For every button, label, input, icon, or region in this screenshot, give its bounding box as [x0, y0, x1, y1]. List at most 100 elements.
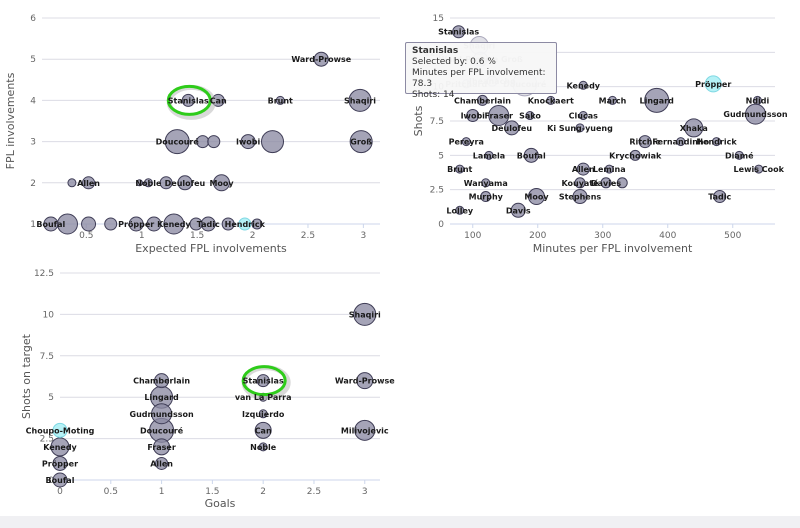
- chart2-bubble[interactable]: [477, 94, 488, 106]
- chart1-bubble[interactable]: [221, 217, 235, 231]
- chart2-bubble[interactable]: [481, 178, 491, 188]
- chart1-bubble[interactable]: [128, 216, 144, 232]
- chart2-bubble[interactable]: [713, 190, 727, 204]
- chart1-bubble[interactable]: [251, 218, 263, 230]
- chart1-bubble[interactable]: [189, 217, 203, 231]
- chart2-bubble[interactable]: [576, 162, 590, 176]
- chart2-point-label: Lingard: [640, 96, 675, 105]
- chart1-bubble[interactable]: [240, 134, 256, 150]
- chart3-bubble[interactable]: [154, 373, 170, 389]
- chart2-bubble[interactable]: [527, 188, 545, 206]
- chart2-bubble[interactable]: [461, 137, 471, 147]
- chart2-bubble[interactable]: [734, 150, 744, 160]
- chart3-bubble[interactable]: [151, 403, 173, 425]
- chart2-bubble[interactable]: [616, 177, 628, 189]
- chart1-point-label: Kenedy: [157, 220, 191, 229]
- chart1-bubble[interactable]: [348, 88, 372, 112]
- chart3-bubble[interactable]: [354, 419, 376, 441]
- chart1-bubble[interactable]: [82, 176, 96, 190]
- chart2-bubble[interactable]: [452, 25, 466, 39]
- chart3-point-label: Milivojevic: [341, 426, 389, 435]
- chart2-bubble[interactable]: [578, 111, 588, 121]
- chart3-bubble[interactable]: [50, 437, 70, 457]
- chart1-bubble[interactable]: [177, 175, 193, 191]
- chart2-point-label: Brunt: [447, 165, 472, 174]
- chart2-point-label: Murphy: [469, 193, 504, 202]
- chart2-bubble[interactable]: [484, 150, 494, 160]
- chart1-bubble[interactable]: [67, 178, 77, 188]
- chart2-point-label: Lemina: [593, 165, 626, 174]
- chart2-bubble[interactable]: [704, 75, 722, 93]
- chart1-bubble[interactable]: [164, 129, 190, 155]
- chart2-bubble[interactable]: [488, 105, 510, 127]
- chart1-bubble[interactable]: [261, 130, 285, 154]
- chart2-point-label: Davis: [506, 206, 531, 215]
- chart2-point-label: Wanyama: [464, 179, 508, 188]
- chart2-bubble[interactable]: [466, 109, 480, 123]
- chart2-bubble[interactable]: [546, 95, 556, 105]
- chart3-bubble[interactable]: [353, 302, 377, 326]
- chart2-bubble[interactable]: [629, 149, 641, 161]
- chart3-bubble[interactable]: [52, 472, 68, 488]
- chart2-bubble[interactable]: [676, 137, 686, 147]
- chart1-bubble[interactable]: [163, 213, 185, 235]
- chart2-point-label: Lamela: [473, 151, 505, 160]
- chart1-bubble[interactable]: [159, 176, 173, 190]
- chart2-bubble[interactable]: [574, 177, 586, 189]
- chart2-point-label: Chamberlain: [454, 96, 511, 105]
- chart2-bubble[interactable]: [572, 189, 588, 205]
- chart3-bubble[interactable]: [256, 374, 270, 388]
- chart1-bubble[interactable]: [104, 217, 118, 231]
- chart3-bubble[interactable]: [52, 455, 68, 471]
- chart1-bubble[interactable]: [275, 95, 285, 105]
- chart2-bubble[interactable]: [504, 120, 520, 136]
- chart1-bubble[interactable]: [238, 217, 252, 231]
- chart3-xtick-label: 0: [57, 487, 63, 497]
- chart1-bubble[interactable]: [181, 93, 195, 107]
- chart2-bubble[interactable]: [455, 205, 465, 215]
- chart1-bubble[interactable]: [43, 216, 59, 232]
- chart2-bubble[interactable]: [480, 191, 492, 203]
- chart2-bubble[interactable]: [510, 202, 526, 218]
- chart2-bubble[interactable]: [578, 80, 588, 90]
- chart1-bubble[interactable]: [349, 130, 373, 154]
- chart2-bubble[interactable]: [600, 177, 612, 189]
- chart1-bubble[interactable]: [81, 216, 97, 232]
- chart3-bubble[interactable]: [254, 421, 272, 439]
- chart3-bubble[interactable]: [356, 372, 374, 390]
- tooltip-shots: Shots: 14: [412, 90, 455, 100]
- chart2-bubble[interactable]: [754, 164, 764, 174]
- chart3-bubble[interactable]: [258, 442, 268, 452]
- chart2-point-label: Stephens: [559, 193, 602, 202]
- chart3-bubble[interactable]: [258, 409, 268, 419]
- chart1-bubble[interactable]: [207, 135, 221, 149]
- chart3-ytick-label: 7.5: [40, 352, 54, 362]
- chart1-bubble[interactable]: [213, 174, 231, 192]
- chart1-bubble[interactable]: [313, 51, 329, 67]
- chart2-bubble[interactable]: [684, 118, 704, 138]
- chart3-bubble[interactable]: [153, 438, 171, 456]
- chart2-bubble[interactable]: [604, 164, 614, 174]
- chart2-bubble[interactable]: [525, 111, 535, 121]
- chart2-bubble[interactable]: [575, 123, 585, 133]
- chart1-bubble[interactable]: [146, 216, 162, 232]
- chart2-bubble[interactable]: [608, 95, 617, 105]
- chart3-bubble[interactable]: [155, 456, 169, 470]
- chart3-xtick-label: 2.5: [307, 487, 321, 497]
- chart1-point-label: Groß: [350, 138, 372, 147]
- chart1-bubble[interactable]: [136, 179, 144, 187]
- chart3-ytick-label: 2.5: [40, 435, 54, 445]
- chart2-bubble[interactable]: [712, 137, 721, 147]
- chart2-point-label: Lolley: [446, 206, 474, 215]
- chart2-bubble[interactable]: [523, 147, 539, 163]
- chart1-xtick-label: 2.5: [301, 231, 315, 241]
- chart2-ytick-label: 15: [433, 14, 444, 24]
- chart2-bubble[interactable]: [752, 95, 762, 105]
- chart3-bubble[interactable]: [52, 422, 68, 438]
- chart3-point-label: Pröpper: [42, 459, 78, 468]
- chart2-bubble[interactable]: [644, 87, 670, 113]
- chart2-bubble[interactable]: [455, 164, 465, 174]
- chart1-bubble[interactable]: [143, 178, 153, 188]
- chart2-bubble[interactable]: [638, 135, 652, 149]
